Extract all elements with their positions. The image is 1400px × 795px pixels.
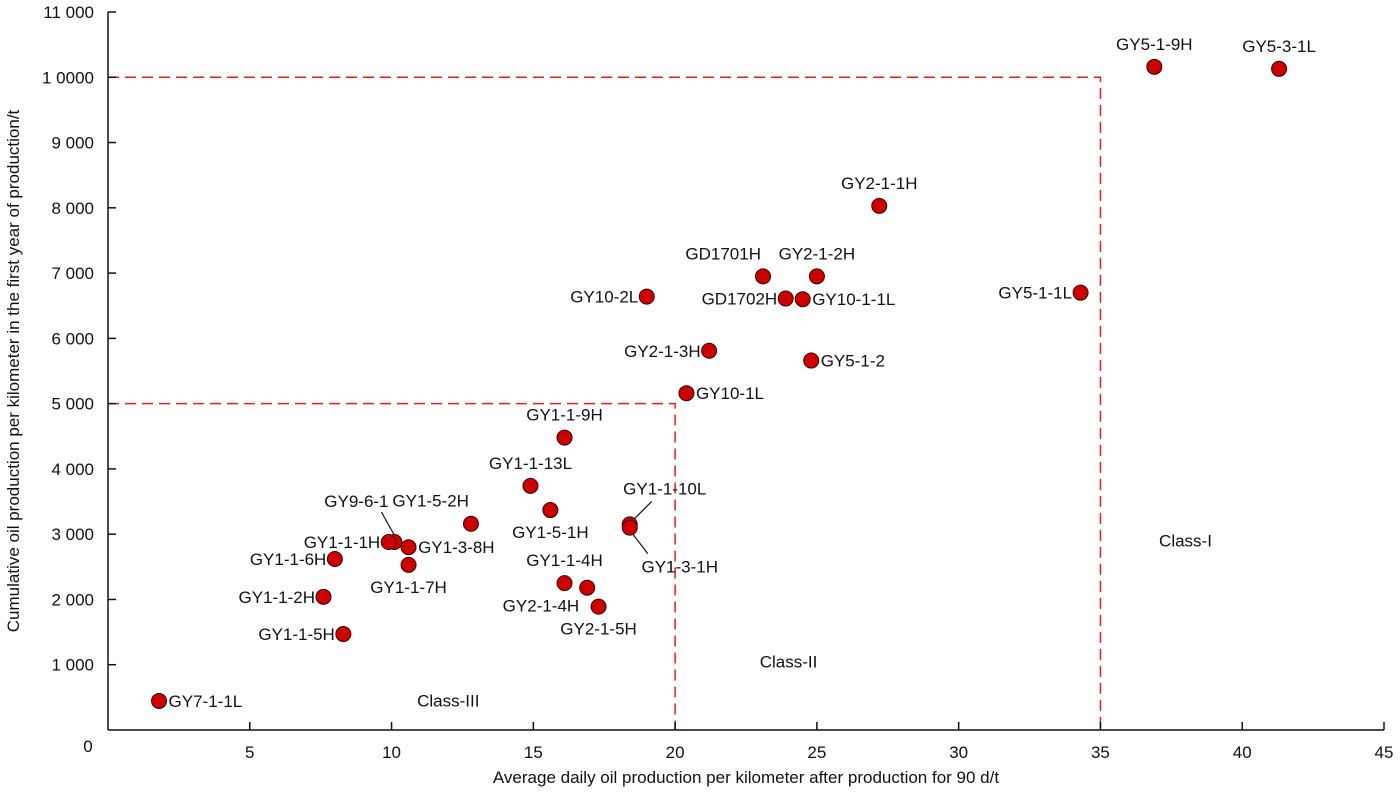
y-tick-label: 8 000 (51, 199, 94, 218)
y-tick-label: 2 000 (51, 590, 94, 609)
data-point (151, 692, 168, 709)
region-label: Class-II (760, 652, 818, 671)
x-tick-label: 15 (524, 743, 543, 762)
leader-lines (380, 500, 653, 555)
data-point (590, 598, 607, 615)
point-label: GD1702H (702, 290, 778, 309)
leader-line (631, 532, 649, 555)
y-axis-title: Cumulative oil production per kilometer … (4, 109, 23, 632)
data-point (462, 515, 479, 532)
region-label: Class-I (1159, 532, 1212, 551)
data-point (556, 575, 573, 592)
data-point (326, 550, 343, 567)
data-point (808, 268, 825, 285)
region-labels: Class-III Class-II Class-I (417, 532, 1212, 711)
point-label: GY2-1-4H (503, 597, 580, 616)
y-tick-label: 7 000 (51, 264, 94, 283)
leader-line (632, 500, 653, 521)
data-point (380, 534, 397, 551)
y-tick-label: 9 000 (51, 134, 94, 153)
point-label: GY1-3-1H (641, 558, 718, 577)
x-tick-label: 30 (949, 743, 968, 762)
data-point (871, 197, 888, 214)
y-tick-label: 6 000 (51, 329, 94, 348)
x-tick-label: 20 (666, 743, 685, 762)
x-tick-label: 35 (1091, 743, 1110, 762)
data-point (556, 429, 573, 446)
data-point (1271, 60, 1288, 77)
point-label: GY2-1-2H (779, 244, 856, 263)
y-tick-label: 1 000 (51, 656, 94, 675)
x-ticks: 5 10 15 20 25 30 35 40 45 0 (83, 722, 1393, 762)
point-label: GY1-1-1H (304, 533, 381, 552)
data-point (701, 342, 718, 359)
x-axis-title: Average daily oil production per kilomet… (493, 768, 999, 787)
x-tick-label: 5 (245, 743, 254, 762)
point-label: GY5-3-1L (1242, 37, 1316, 56)
data-point (1146, 58, 1163, 75)
data-point (621, 519, 638, 536)
point-label: GY5-1-9H (1116, 35, 1193, 54)
data-point (755, 268, 772, 285)
point-label: GY1-1-5H (258, 625, 335, 644)
y-tick-label: 3 000 (51, 525, 94, 544)
point-label: GY1-1-2H (238, 588, 315, 607)
point-label: GY1-1-10L (623, 479, 706, 498)
point-label: GY1-5-2H (392, 492, 469, 511)
point-label: GY1-5-1H (512, 523, 589, 542)
region-label: Class-III (417, 692, 479, 711)
point-label: GY1-1-9H (526, 406, 603, 425)
point-label: GY2-1-5H (560, 620, 637, 639)
y-ticks: 1 000 2 000 3 000 4 000 5 000 6 000 7 000 8 000… (42, 3, 116, 675)
x-tick-label: 25 (807, 743, 826, 762)
data-point (335, 626, 352, 643)
data-point (400, 539, 417, 556)
data-point (315, 588, 332, 605)
point-label: GY2-1-3H (624, 342, 701, 361)
data-point (1072, 284, 1089, 301)
point-label: GY1-1-4H (526, 551, 603, 570)
x-tick-label: 40 (1233, 743, 1252, 762)
point-label: GY9-6-1 (324, 492, 388, 511)
class-i-boundary (108, 76, 1102, 730)
point-label: GD1701H (685, 244, 761, 263)
data-points (151, 58, 1288, 709)
y-tick-label: 4 000 (51, 460, 94, 479)
point-label: GY5-1-1L (998, 284, 1072, 303)
point-label: GY10-2L (570, 288, 638, 307)
point-label: GY2-1-1H (841, 174, 918, 193)
threshold-lines (108, 76, 1102, 730)
data-point (522, 477, 539, 494)
data-point (579, 579, 596, 596)
data-point (794, 291, 811, 308)
data-point (542, 502, 559, 519)
data-point (777, 290, 794, 307)
point-label: GY10-1-1L (812, 290, 895, 309)
point-label: GY5-1-2 (821, 352, 885, 371)
data-point (803, 352, 820, 369)
y-tick-label: 0 (83, 737, 92, 756)
y-tick-label: 11 000 (43, 3, 94, 22)
data-point (400, 556, 417, 573)
data-point (678, 385, 695, 402)
y-tick-label: 1 0000 (42, 68, 94, 87)
point-label: GY10-1L (696, 384, 764, 403)
class-ii-boundary (108, 402, 676, 730)
point-label: GY1-1-6H (250, 550, 327, 569)
y-tick-label: 5 000 (51, 395, 94, 414)
point-labels: GY5-1-9H GY5-3-1L GY2-1-1H GD1701H GY2-1-2H G… (169, 35, 1316, 711)
point-label: GY1-1-7H (370, 578, 447, 597)
point-label: GY1-3-8H (418, 538, 495, 557)
leader-line (380, 511, 396, 538)
x-tick-label: 45 (1375, 743, 1394, 762)
x-tick-label: 10 (382, 743, 401, 762)
point-label: GY1-1-13L (489, 454, 572, 473)
data-point (638, 288, 655, 305)
point-label: GY7-1-1L (169, 692, 243, 711)
axes (107, 12, 1384, 731)
